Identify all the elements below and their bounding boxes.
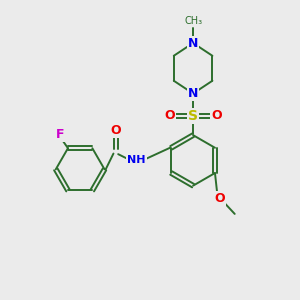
Text: N: N [188,87,198,100]
Text: O: O [165,109,175,122]
Text: O: O [214,192,225,205]
Text: O: O [110,124,121,137]
Text: CH₃: CH₃ [184,16,202,26]
Text: O: O [211,109,222,122]
Text: F: F [56,128,64,141]
Text: NH: NH [128,155,146,165]
Text: N: N [188,37,198,50]
Text: S: S [188,109,198,123]
